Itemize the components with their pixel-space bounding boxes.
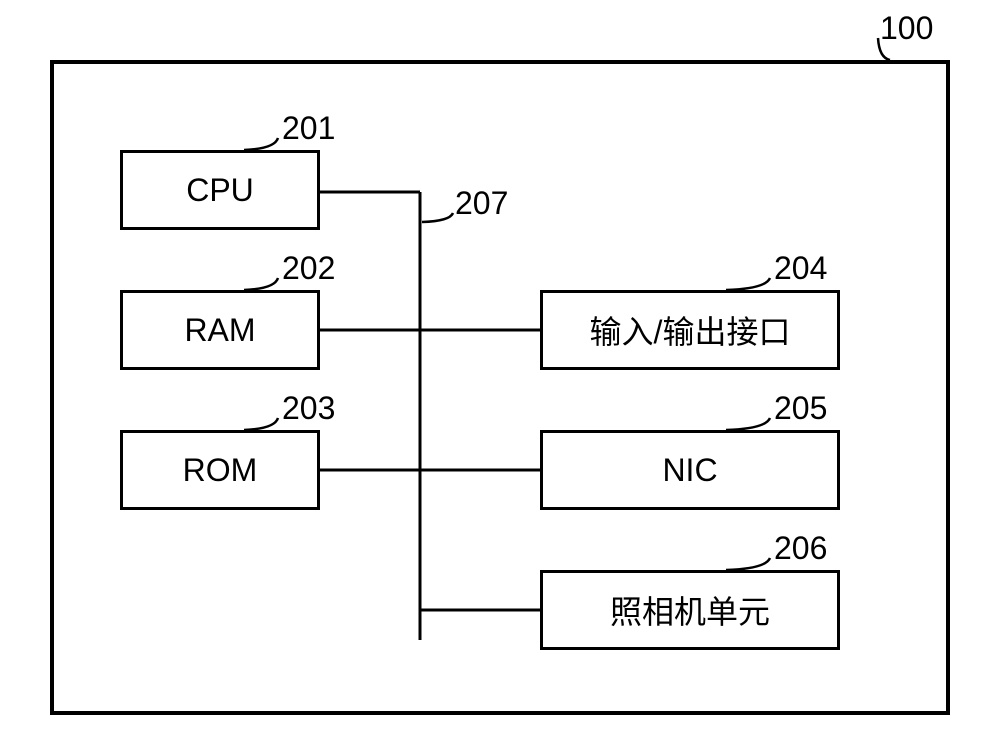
- io-ref: 204: [774, 250, 827, 287]
- ram-label: RAM: [184, 312, 255, 349]
- nic-label: NIC: [662, 452, 717, 489]
- cpu-block: CPU: [120, 150, 320, 230]
- ram-ref: 202: [282, 250, 335, 287]
- rom-ref: 203: [282, 390, 335, 427]
- rom-label: ROM: [183, 452, 258, 489]
- io-block: 输入/输出接口: [540, 290, 840, 370]
- cam-label: 照相机单元: [610, 587, 770, 633]
- ram-block: RAM: [120, 290, 320, 370]
- system-container-ref: 100: [880, 10, 933, 47]
- cpu-label: CPU: [186, 172, 254, 209]
- cam-ref: 206: [774, 530, 827, 567]
- cpu-ref: 201: [282, 110, 335, 147]
- io-label: 输入/输出接口: [590, 307, 791, 353]
- bus-ref: 207: [455, 185, 508, 222]
- nic-block: NIC: [540, 430, 840, 510]
- cam-block: 照相机单元: [540, 570, 840, 650]
- nic-ref: 205: [774, 390, 827, 427]
- rom-block: ROM: [120, 430, 320, 510]
